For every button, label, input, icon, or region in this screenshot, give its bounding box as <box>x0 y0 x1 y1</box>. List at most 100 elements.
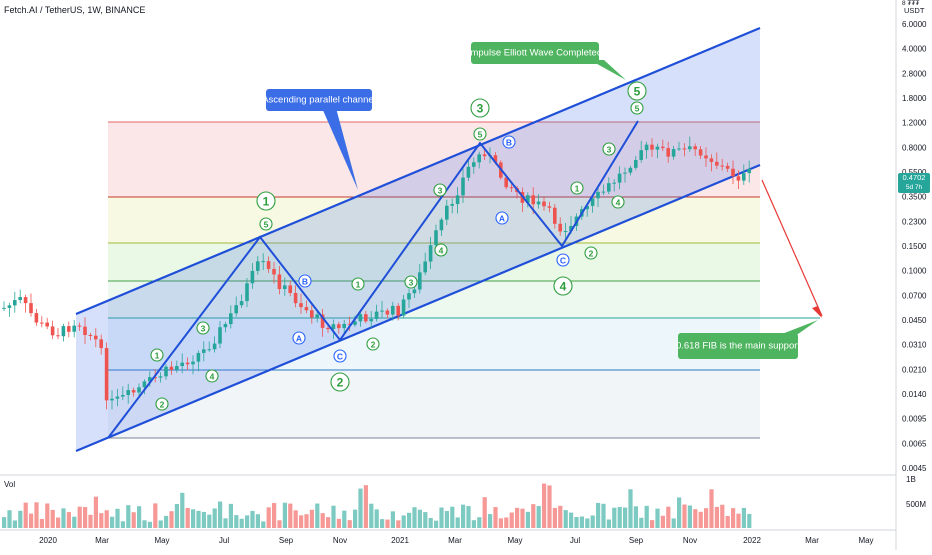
wave-label: 4 <box>434 243 448 257</box>
volume-bar <box>677 497 682 528</box>
wave-label-circle <box>351 277 365 291</box>
wave-label-circle <box>433 183 447 197</box>
volume-bar <box>747 513 752 528</box>
candle-body <box>504 177 508 188</box>
time-tick-label: Sep <box>629 536 644 545</box>
candle-body <box>601 191 606 193</box>
wave-label-text: 4 <box>616 198 621 208</box>
wave-label: 1 <box>256 191 276 211</box>
wave-label-circle <box>196 321 210 335</box>
volume-bar <box>671 518 676 528</box>
volume-bar <box>104 510 109 528</box>
wave-label: 3 <box>470 98 490 118</box>
channel-callout-box <box>266 89 372 111</box>
time-axis-ticks: 2020 Mar May Jul Sep Nov 2021 Mar May Jul Sep Nov 20… <box>39 536 873 545</box>
volume-bar <box>493 507 498 528</box>
candle-body <box>239 301 244 306</box>
volume-bar <box>650 520 655 528</box>
candle-body <box>218 327 222 344</box>
volume-bar <box>250 510 255 528</box>
volume-bar <box>509 512 514 528</box>
candle-body <box>13 300 17 306</box>
last-price-badge-box <box>898 173 930 193</box>
volume-bar <box>682 504 687 528</box>
candle-body <box>698 149 703 156</box>
volume-bar <box>590 515 595 528</box>
candle-body <box>191 361 195 365</box>
volume-bars <box>2 483 752 528</box>
volume-bar <box>639 517 644 528</box>
impulse-callout-box <box>471 42 599 64</box>
volume-bar <box>272 503 277 528</box>
wave-label-text: 2 <box>589 249 594 259</box>
volume-bar <box>525 511 530 528</box>
volume-bar <box>407 512 412 528</box>
candle-body <box>558 223 562 232</box>
candle-body <box>288 285 292 293</box>
candle-body <box>380 310 384 312</box>
wave-label-circle <box>150 348 164 362</box>
wave-label: 4 <box>205 369 219 383</box>
wave-label-text: 3 <box>607 145 612 155</box>
wave-label-circle <box>298 274 312 288</box>
volume-bar <box>569 512 574 528</box>
volume-bar <box>461 504 466 528</box>
candle-body <box>229 313 233 325</box>
volume-bar <box>390 511 395 528</box>
candlesticks <box>2 136 751 410</box>
last-price-countdown: 5d 7h <box>906 184 923 191</box>
time-tick-label: Jul <box>219 536 229 545</box>
volume-tick-label: 500M <box>906 500 926 509</box>
volume-bar <box>536 506 541 528</box>
candle-body <box>709 158 714 162</box>
wave-label-circle <box>366 337 380 351</box>
candle-body <box>677 148 681 150</box>
volume-bar <box>596 502 601 528</box>
volume-bar <box>585 518 590 528</box>
candle-body <box>234 305 238 314</box>
volume-bar <box>304 514 309 528</box>
volume-bar <box>93 496 98 528</box>
volume-bar <box>488 514 493 528</box>
fib-retracement <box>108 121 820 439</box>
volume-bar <box>277 520 282 528</box>
wave-label-text: 3 <box>201 324 206 334</box>
wave-label-circle <box>330 372 350 392</box>
candle-body <box>196 352 201 362</box>
candle-body <box>320 314 325 328</box>
candle-body <box>369 318 373 322</box>
candle-body <box>72 325 76 332</box>
wave-label-text: 2 <box>337 376 344 390</box>
candle-body <box>99 339 103 349</box>
candle-body <box>423 261 427 273</box>
candle-body <box>536 201 541 205</box>
volume-bar <box>212 508 217 528</box>
price-axis-ticks: 6.0000 4.0000 2.8000 1.8000 1.2000 0.8000 0.55… <box>902 20 927 473</box>
wave-label-text: 5 <box>264 220 269 230</box>
volume-bar <box>137 506 142 528</box>
candle-body <box>482 154 487 157</box>
volume-bar <box>401 515 406 528</box>
volume-bar <box>482 497 487 528</box>
time-tick-label: May <box>154 536 169 545</box>
volume-tick-label: 1B <box>906 475 916 484</box>
wave-label-text: C <box>560 256 566 266</box>
price-tick-label: 0.0140 <box>902 390 927 399</box>
candle-body <box>50 326 55 336</box>
volume-bar <box>29 513 34 528</box>
candle-body <box>169 366 174 370</box>
candle-body <box>342 323 346 329</box>
symbol-header: Fetch.AI / TetherUS, 1W, BINANCE <box>4 5 145 15</box>
wave-label: 3 <box>196 321 210 335</box>
candle-body <box>358 314 363 322</box>
price-tick-label: 1.2000 <box>902 119 927 128</box>
volume-bar <box>45 503 50 528</box>
wave-label-circle <box>556 253 570 267</box>
volume-bar <box>542 483 547 528</box>
volume-bar <box>115 508 120 528</box>
fib-band-2 <box>108 197 760 243</box>
candle-body <box>175 366 179 370</box>
candle-body <box>720 165 724 167</box>
wave-label: 2 <box>330 372 350 392</box>
